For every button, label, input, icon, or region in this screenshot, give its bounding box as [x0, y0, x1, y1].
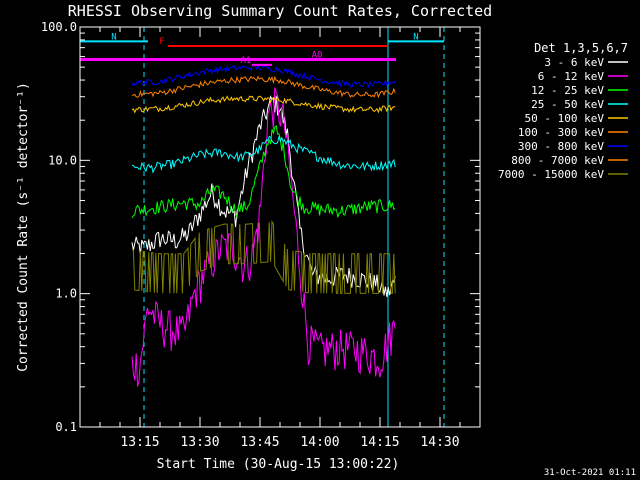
- legend-label: 7000 - 15000 keV: [498, 168, 604, 181]
- legend-label: 50 - 100 keV: [525, 112, 605, 125]
- flag-label: F: [159, 37, 164, 47]
- legend-label: 300 - 800 keV: [518, 140, 604, 153]
- x-axis-label: Start Time (30-Aug-15 13:00:22): [157, 457, 400, 472]
- series-line: [131, 87, 396, 387]
- y-tick-label: 1.0: [55, 287, 77, 301]
- plot-area: NNFA1A0: [79, 27, 445, 427]
- series-line: [131, 75, 396, 99]
- series-line: [131, 124, 396, 219]
- legend-label: 100 - 300 keV: [518, 126, 604, 139]
- legend-header: Det 1,3,5,6,7: [534, 41, 628, 55]
- series-line: [131, 95, 396, 114]
- flag-label: A0: [312, 51, 323, 61]
- x-tick-label: 14:00: [300, 435, 339, 450]
- x-axis: 13:15 13:30 13:45 14:00 14:15 14:30: [79, 27, 481, 450]
- x-tick-label: 13:30: [180, 435, 219, 450]
- x-tick-label: 14:30: [420, 435, 459, 450]
- legend-label: 12 - 25 keV: [531, 84, 604, 97]
- y-axis: 0.1 1.0 10.0 100.0: [41, 20, 480, 434]
- legend-label: 25 - 50 keV: [531, 98, 604, 111]
- flag-label: N: [111, 32, 116, 42]
- series-line: [131, 135, 396, 174]
- y-tick-label: 0.1: [55, 420, 77, 434]
- series-line: [131, 219, 396, 294]
- y-tick-label: 100.0: [41, 20, 77, 34]
- footer-timestamp: 31-Oct-2021 01:11: [544, 468, 636, 478]
- series-line: [131, 95, 396, 297]
- x-tick-label: 14:15: [360, 435, 399, 450]
- legend-label: 800 - 7000 keV: [511, 154, 604, 167]
- x-tick-label: 13:15: [120, 435, 159, 450]
- flag-label: N: [413, 32, 418, 42]
- y-tick-label: 10.0: [48, 153, 77, 167]
- x-tick-label: 13:45: [240, 435, 279, 450]
- y-axis-label: Corrected Count Rate (s⁻¹ detector⁻¹): [16, 82, 31, 372]
- legend-label: 6 - 12 keV: [538, 70, 605, 83]
- chart-title: RHESSI Observing Summary Count Rates, Co…: [68, 2, 492, 20]
- legend-label: 3 - 6 keV: [544, 56, 604, 69]
